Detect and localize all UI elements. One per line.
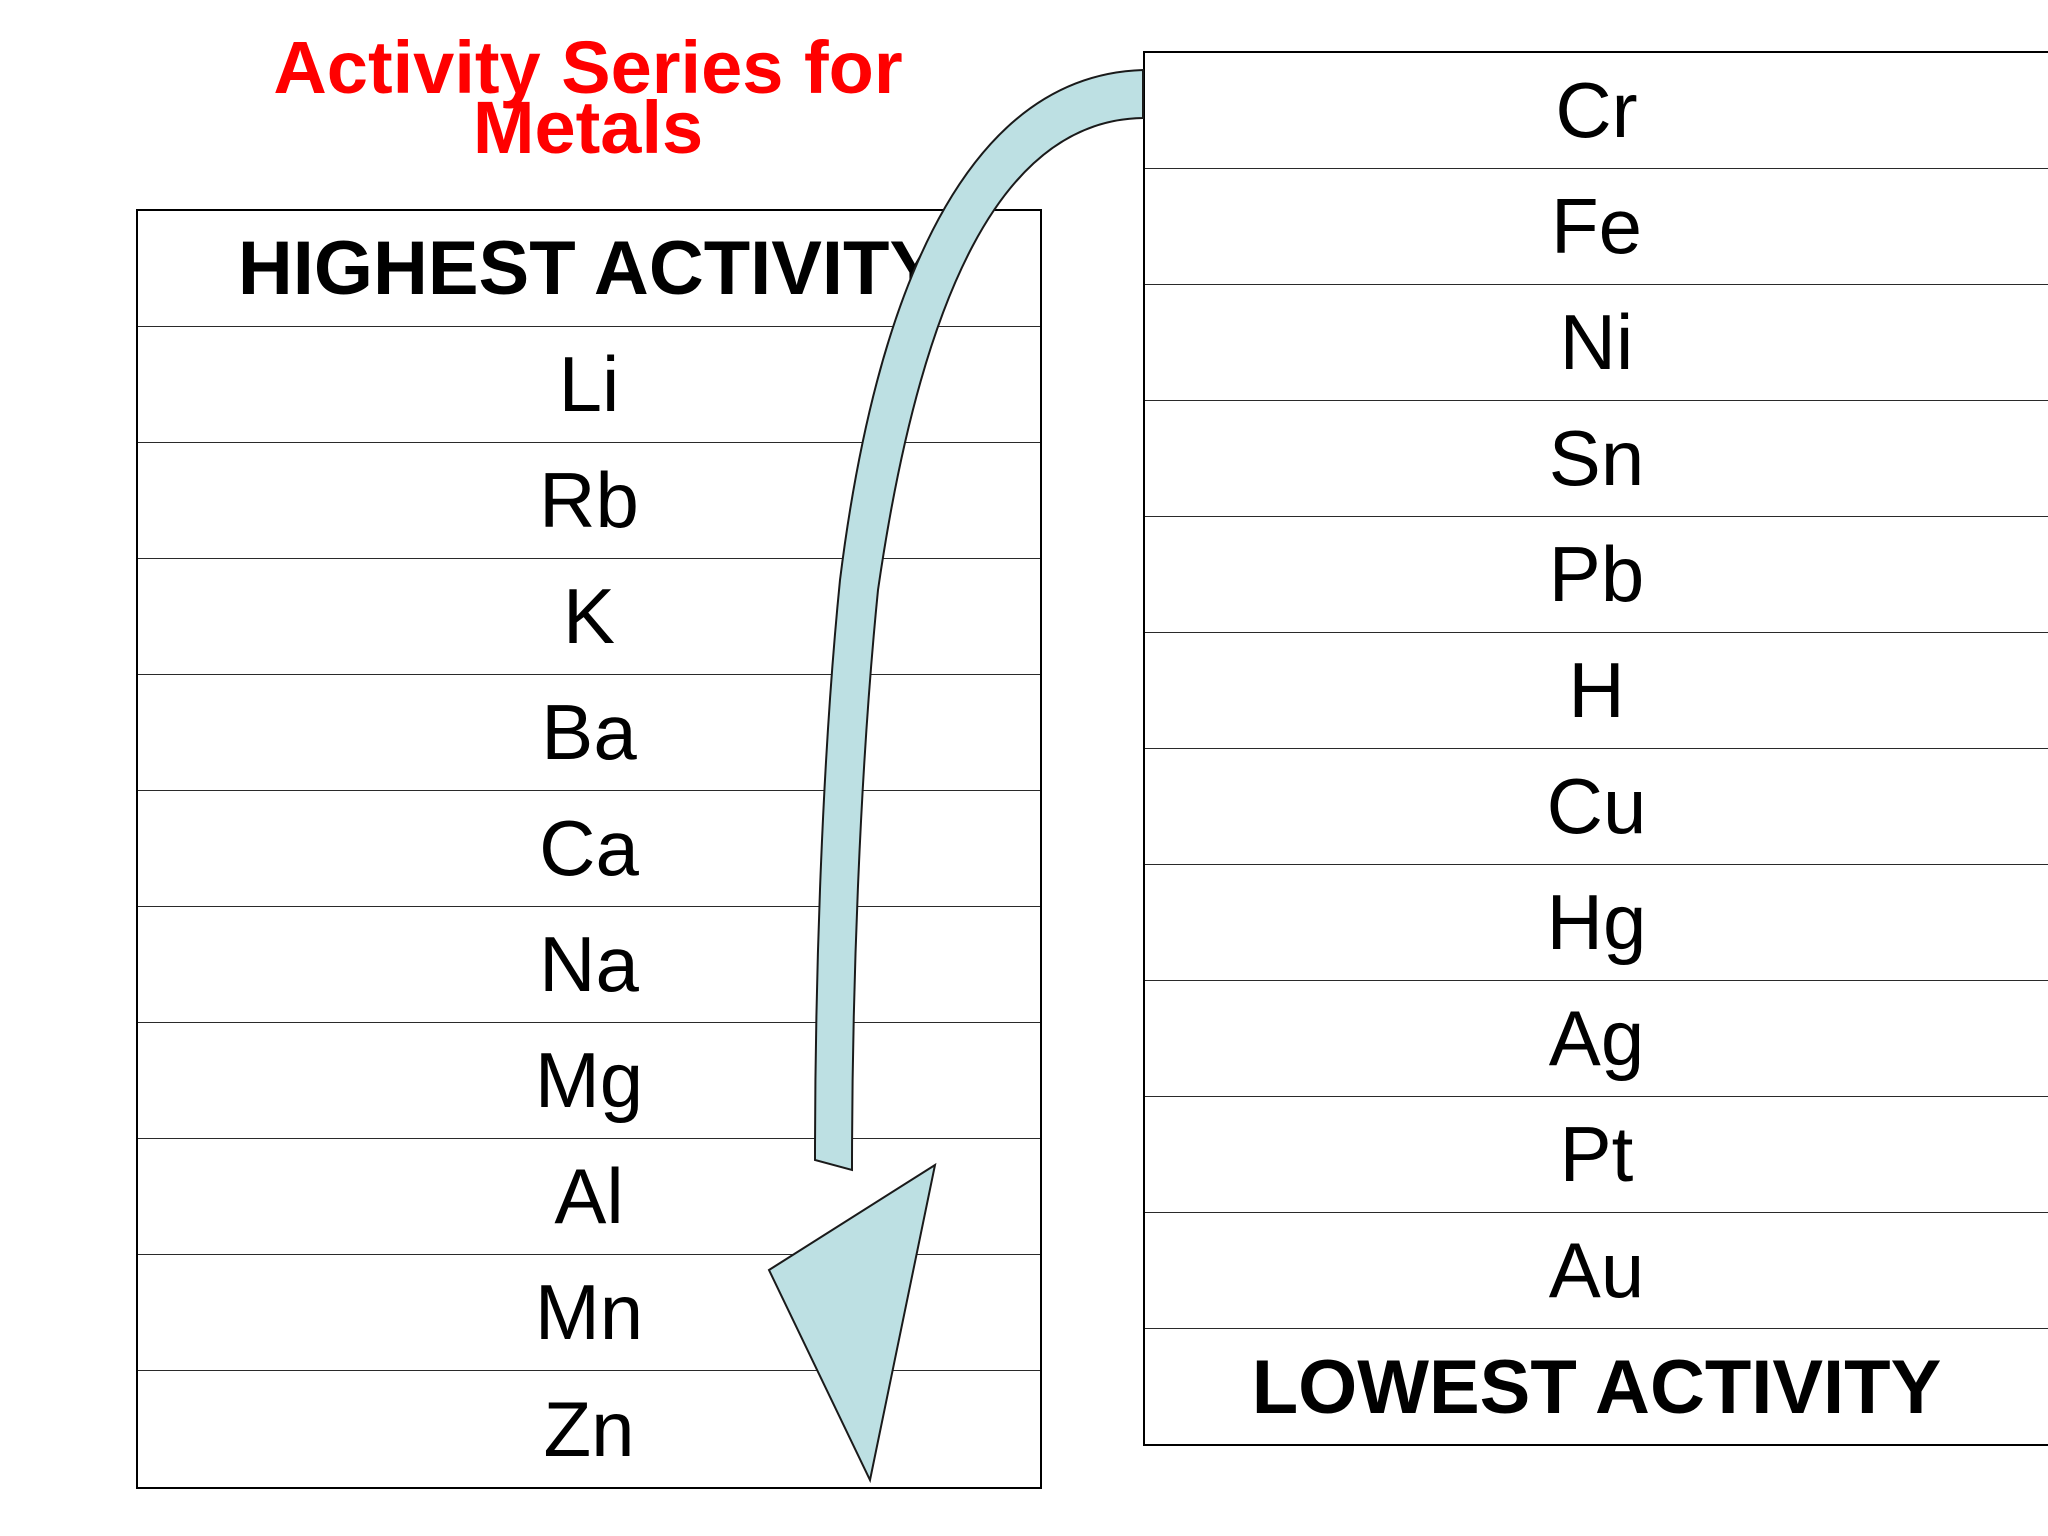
element-cell-ni: Ni xyxy=(1145,285,2048,401)
element-cell-pt: Pt xyxy=(1145,1097,2048,1213)
element-cell-sn: Sn xyxy=(1145,401,2048,517)
lowest-activity-table: Cr Fe Ni Sn Pb H Cu Hg Ag Pt Au LOWEST A… xyxy=(1143,51,2048,1446)
title-line-2: Metals xyxy=(472,86,704,169)
element-cell-cr: Cr xyxy=(1145,53,2048,169)
element-cell-al: Al xyxy=(138,1139,1040,1255)
element-cell-h: H xyxy=(1145,633,2048,749)
highest-activity-table: HIGHEST ACTIVITY Li Rb K Ba Ca Na Mg Al … xyxy=(136,209,1042,1489)
element-cell-li: Li xyxy=(138,327,1040,443)
element-cell-ag: Ag xyxy=(1145,981,2048,1097)
element-cell-zn: Zn xyxy=(543,1384,635,1473)
element-cell-mn: Mn xyxy=(138,1255,1040,1371)
page-title: Activity Series for Metals xyxy=(248,26,928,169)
element-cell-mg: Mg xyxy=(138,1023,1040,1139)
title-line-1: Activity Series for xyxy=(273,26,903,109)
element-cell-pb: Pb xyxy=(1145,517,2048,633)
element-cell-ba: Ba xyxy=(138,675,1040,791)
element-cell-rb: Rb xyxy=(138,443,1040,559)
element-cell-hg: Hg xyxy=(1145,865,2048,981)
lowest-activity-footer: LOWEST ACTIVITY xyxy=(1251,1344,1942,1430)
element-cell-na: Na xyxy=(138,907,1040,1023)
element-cell-k: K xyxy=(138,559,1040,675)
element-cell-ca: Ca xyxy=(138,791,1040,907)
element-cell-cu: Cu xyxy=(1145,749,2048,865)
element-cell-au: Au xyxy=(1145,1213,2048,1329)
element-cell-fe: Fe xyxy=(1145,169,2048,285)
highest-activity-header: HIGHEST ACTIVITY xyxy=(138,211,1040,327)
